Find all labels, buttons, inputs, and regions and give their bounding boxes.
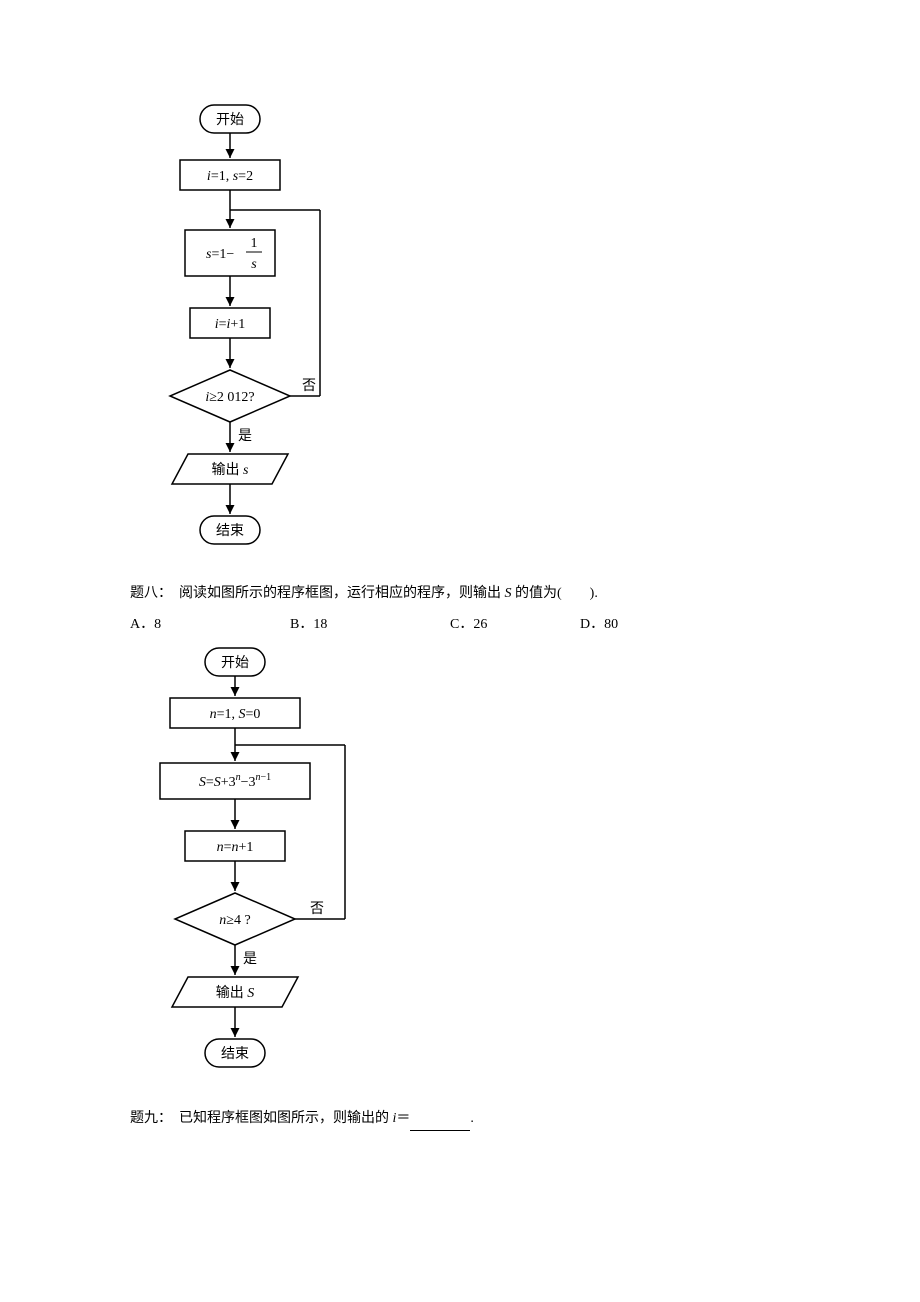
svg-text:开始: 开始 xyxy=(221,655,249,671)
svg-text:否: 否 xyxy=(302,379,316,394)
label-calc-s: s=1− xyxy=(206,247,234,262)
label-inc-n: n=n+1 xyxy=(217,840,254,855)
label-inc-i: i=i+1 xyxy=(215,317,246,332)
svg-text:否: 否 xyxy=(310,902,324,917)
label-decision-2: n≥4 ? xyxy=(219,913,250,928)
label-init: i=1, s=2 xyxy=(207,169,253,184)
label-start: 开始 xyxy=(216,112,244,128)
label-calc-s-2: S=S+3n−3n−1 xyxy=(199,772,271,790)
svg-text:1: 1 xyxy=(251,236,258,251)
label-output: 输出 s xyxy=(212,462,250,478)
label-decision: i≥2 012? xyxy=(205,390,254,405)
question-9-text: 题九： 已知程序框图如图所示，则输出的 i＝. xyxy=(130,1108,790,1130)
svg-text:结束: 结束 xyxy=(216,523,244,539)
label-init-2: n=1, S=0 xyxy=(210,707,261,722)
answer-blank xyxy=(410,1130,470,1131)
svg-text:结束: 结束 xyxy=(221,1046,249,1062)
svg-text:s: s xyxy=(251,257,257,272)
option-c: C．26 xyxy=(450,613,580,633)
flowchart-2: 开始 n=1, S=0 S=S+3n−3n−1 n=n+1 n≥4 ? 否 是 … xyxy=(130,643,390,1083)
option-a: A．8 xyxy=(130,613,290,633)
option-b: B．18 xyxy=(290,613,450,633)
svg-text:是: 是 xyxy=(238,429,252,444)
flowchart-1: 开始 i=1, s=2 s=1− 1 s i=i+1 i≥2 012? 否 是 … xyxy=(130,100,360,570)
svg-text:是: 是 xyxy=(243,952,257,967)
option-d: D．80 xyxy=(580,613,618,633)
question-8-options: A．8 B．18 C．26 D．80 xyxy=(130,613,790,633)
question-8-text: 题八： 阅读如图所示的程序框图，运行相应的程序，则输出 S 的值为( ). xyxy=(130,583,790,605)
label-output-2: 输出 S xyxy=(216,985,255,1001)
